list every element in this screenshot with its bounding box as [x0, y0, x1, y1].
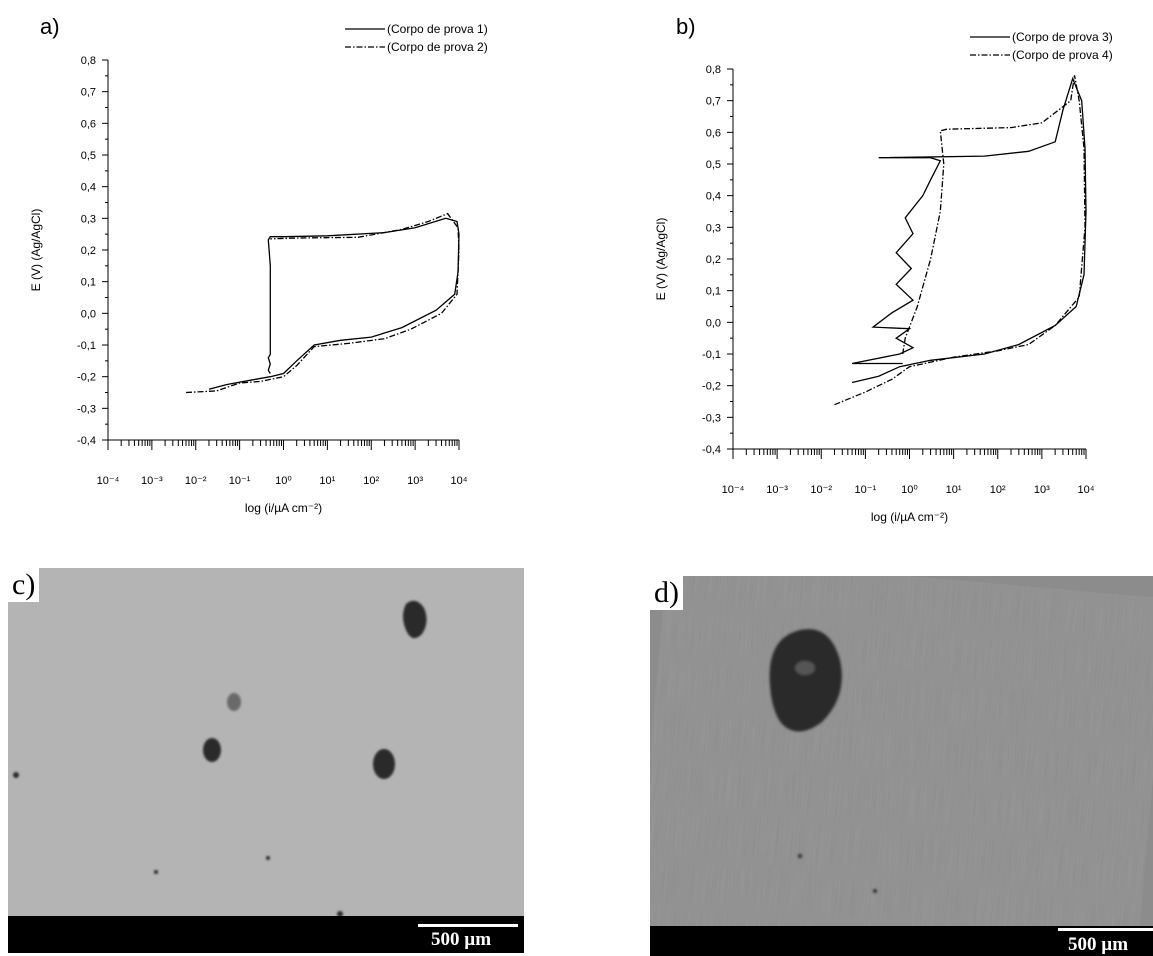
- y-tick-label: 0,3: [81, 213, 96, 225]
- y-tick-label: 0,1: [81, 277, 96, 289]
- x-tick-label: 10⁻³: [141, 475, 163, 487]
- y-axis-label: E (V) (Ag/AgCl): [29, 209, 43, 292]
- scale-bar-label-c: 500 µm: [431, 929, 492, 950]
- y-tick-label: 0,3: [706, 222, 721, 234]
- y-tick-label: 0,8: [81, 55, 96, 67]
- x-tick-label: 10²: [990, 484, 1006, 496]
- series-line-1: [851, 76, 1087, 384]
- y-tick-label: -0,3: [77, 403, 96, 415]
- y-tick-label: 0,8: [706, 64, 721, 76]
- panel-label-b: b): [676, 14, 696, 39]
- panel-label-c: c): [8, 568, 40, 602]
- y-tick-label: 0,7: [81, 87, 96, 99]
- x-tick-label: 10⁻¹: [229, 475, 251, 487]
- x-tick-label: 10⁻³: [766, 484, 788, 496]
- x-tick-label: 10²: [363, 475, 379, 487]
- micrograph-c-image: [8, 568, 524, 953]
- y-tick-label: -0,2: [702, 381, 721, 393]
- y-tick-label: 0,4: [706, 191, 721, 203]
- y-tick-label: 0,7: [706, 96, 721, 108]
- legend-label: (Corpo de prova 1): [387, 22, 488, 36]
- y-tick-label: -0,4: [77, 435, 96, 447]
- legend-label: (Corpo de prova 4): [1012, 48, 1113, 62]
- y-tick-label: 0,0: [706, 317, 721, 329]
- polarization-chart-b: -0,4 -0,3 -0,2 -0,1 0,0 0,1 0,2 0,3 0,4 0,5 0,6 0,7…: [654, 30, 1113, 524]
- micrograph-d-image: [650, 576, 1153, 956]
- y-tick-label: -0,3: [702, 412, 721, 424]
- y-axis-label: E (V) (Ag/AgCl): [654, 218, 668, 301]
- x-tick-label: 10⁴: [451, 475, 468, 487]
- x-tick-label: 10¹: [319, 475, 335, 487]
- x-tick-label: 10¹: [946, 484, 962, 496]
- y-tick-label: 0,2: [81, 245, 96, 257]
- y-tick-label: 0,0: [81, 308, 96, 320]
- y-tick-label: 0,5: [706, 159, 721, 171]
- x-tick-label: 10⁻²: [810, 484, 832, 496]
- x-axis-label: log (i/µA cm⁻²): [871, 510, 948, 524]
- y-tick-label: 0,1: [706, 286, 721, 298]
- legend-label: (Corpo de prova 3): [1012, 30, 1113, 44]
- polarization-chart-a: -0,4 -0,3 -0,2 -0,1 0,0 0,1 0,2 0,3 0,4 0,5 0,6 0,7…: [29, 22, 488, 515]
- y-tick-label: -0,1: [702, 349, 721, 361]
- y-tick-label: 0,6: [706, 127, 721, 139]
- y-tick-label: -0,2: [77, 372, 96, 384]
- series-line-1: [208, 217, 460, 390]
- x-tick-label: 10³: [1034, 484, 1050, 496]
- y-tick-label: 0,2: [706, 254, 721, 266]
- pit: [403, 600, 427, 639]
- x-tick-label: 10⁻⁴: [97, 475, 120, 487]
- scale-bar-label-d: 500 µm: [1068, 934, 1129, 955]
- x-tick-label: 10⁻¹: [855, 484, 877, 496]
- micrograph-d: d) 500 µm: [650, 576, 1153, 956]
- x-tick-label: 10⁻²: [185, 475, 207, 487]
- series-line-2: [185, 212, 460, 394]
- y-tick-label: 0,4: [81, 182, 96, 194]
- x-tick-label: 10⁰: [901, 484, 918, 496]
- legend-label: (Corpo de prova 2): [387, 40, 488, 54]
- y-tick-label: -0,4: [702, 444, 721, 456]
- x-tick-label: 10³: [407, 475, 423, 487]
- x-tick-label: 10⁰: [275, 475, 292, 487]
- y-tick-label: 0,5: [81, 150, 96, 162]
- y-tick-label: -0,1: [77, 340, 96, 352]
- x-axis-label: log (i/µA cm⁻²): [245, 501, 322, 515]
- series-line-2: [834, 75, 1086, 406]
- x-tick-label: 10⁻⁴: [722, 484, 745, 496]
- panel-label-d: d): [650, 576, 683, 610]
- panel-label-a: a): [40, 14, 60, 39]
- micrograph-c: c) 500 µm: [8, 568, 524, 953]
- x-tick-label: 10⁴: [1078, 484, 1095, 496]
- y-tick-label: 0,6: [81, 118, 96, 130]
